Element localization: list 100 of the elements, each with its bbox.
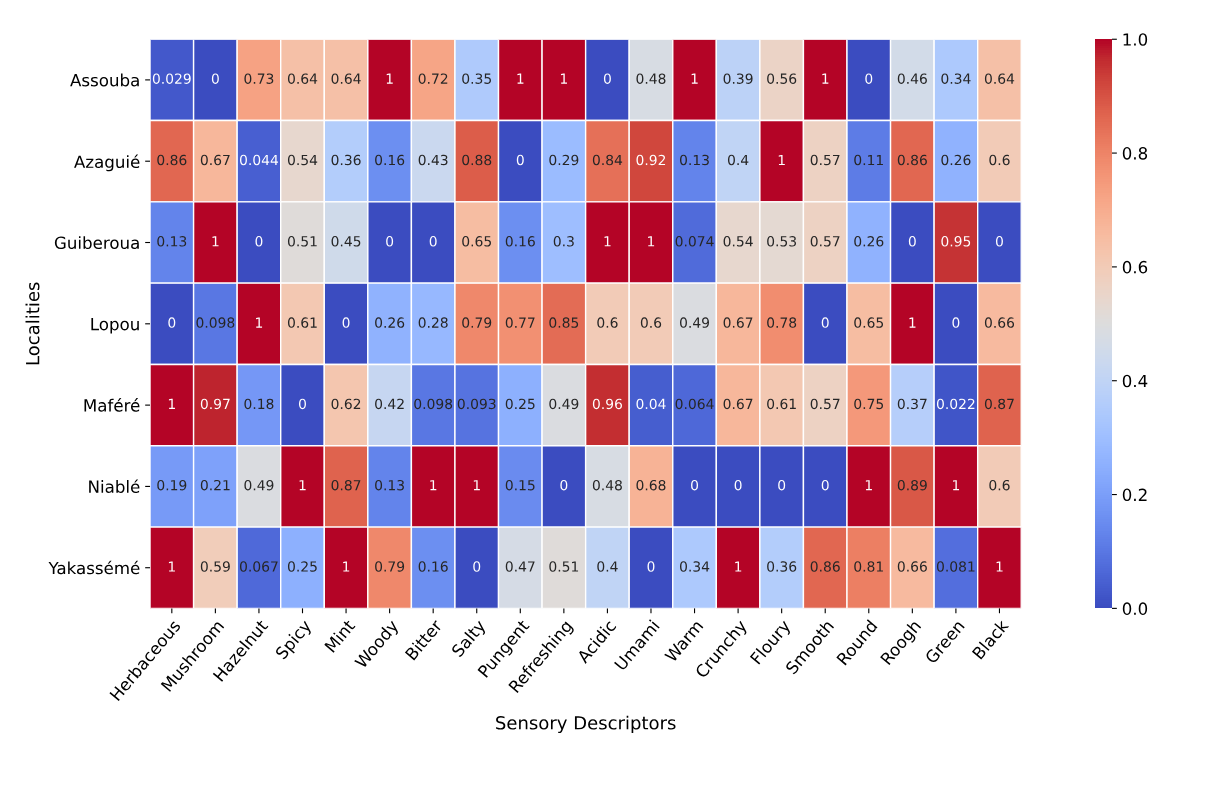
data-label: 1 — [430, 480, 437, 491]
data-label: 0.6 — [597, 317, 618, 328]
y-tick-label: Guiberoua — [54, 236, 139, 250]
data-label: 1 — [343, 561, 350, 572]
data-label: 0.074 — [675, 236, 714, 247]
data-label: 0.36 — [767, 561, 797, 572]
data-label: 1 — [822, 73, 829, 84]
data-label: 0.26 — [854, 236, 884, 247]
data-label: 0.54 — [287, 154, 318, 166]
data-label: 0.13 — [679, 154, 709, 166]
data-label: 0 — [865, 73, 873, 84]
color-bar-label: 0.4 — [1122, 374, 1148, 388]
data-label: 0.25 — [287, 561, 317, 572]
data-label: 0.26 — [375, 317, 405, 328]
y-tick-label: Maféré — [84, 398, 140, 412]
data-label: 0.68 — [636, 479, 666, 491]
data-label: 0.65 — [462, 236, 491, 247]
data-label: 0.15 — [505, 479, 535, 491]
data-label: 0.4 — [597, 561, 618, 572]
data-label: 0.022 — [936, 398, 975, 410]
data-label: 0 — [255, 236, 263, 247]
data-label: 0.6 — [989, 154, 1010, 166]
data-label: 0.42 — [375, 398, 404, 410]
data-label: 0.64 — [331, 73, 361, 84]
data-label: 1 — [996, 561, 1003, 572]
data-label: 0.13 — [375, 479, 404, 491]
data-label: 0.093 — [457, 398, 496, 410]
y-axis-title: Localities — [25, 282, 40, 365]
data-label: 0.48 — [636, 73, 666, 84]
data-label: 0.65 — [854, 317, 884, 328]
data-label: 0.67 — [200, 154, 230, 166]
data-label: 0 — [473, 561, 481, 572]
data-label: 0.34 — [941, 73, 971, 84]
data-label: 0.45 — [331, 236, 361, 247]
data-label: 0 — [168, 317, 176, 328]
data-label: 0.029 — [152, 73, 191, 84]
data-label: 0.37 — [897, 398, 927, 410]
data-label: 1 — [517, 73, 524, 84]
data-label: 0.43 — [418, 154, 448, 166]
data-label: 0.62 — [331, 398, 361, 410]
data-label: 0 — [299, 398, 306, 410]
data-label: 0.48 — [592, 479, 622, 491]
data-label: 0.098 — [196, 317, 235, 328]
data-label: 0.59 — [200, 561, 230, 572]
data-label: 0.88 — [462, 154, 492, 166]
data-label: 0.3 — [553, 236, 574, 247]
data-label: 0.79 — [375, 561, 405, 572]
data-label: 0 — [952, 317, 960, 328]
data-label: 0.36 — [331, 154, 361, 166]
data-label: 0.064 — [675, 398, 714, 410]
data-label: 1 — [778, 154, 785, 166]
data-label: 0.04 — [636, 398, 666, 410]
data-label: 0.51 — [287, 236, 317, 247]
data-label: 0 — [778, 479, 786, 491]
y-tick-label: Yakassémé — [48, 560, 140, 575]
color-bar-label: 0.0 — [1122, 602, 1148, 615]
data-label: 1 — [648, 236, 655, 247]
data-label: 0.77 — [505, 317, 535, 328]
data-label: 0 — [908, 236, 916, 247]
data-label: 0.61 — [767, 398, 796, 410]
color-bar-label: 0.8 — [1122, 147, 1148, 160]
data-label: 0.57 — [810, 398, 840, 410]
data-label: 0.56 — [767, 73, 797, 84]
data-label: 0.067 — [239, 561, 278, 572]
data-label: 1 — [691, 73, 698, 84]
data-label: 0.72 — [418, 73, 448, 84]
data-label: 0.47 — [505, 561, 535, 572]
data-label: 0.81 — [854, 561, 883, 572]
data-label: 0 — [734, 479, 742, 491]
data-label: 0.34 — [679, 561, 710, 572]
data-label: 0 — [211, 73, 219, 84]
data-label: 0 — [691, 479, 699, 491]
data-label: 0.86 — [897, 154, 927, 166]
data-label: 0.64 — [984, 73, 1015, 84]
data-label: 0.57 — [810, 236, 840, 247]
data-label: 0.79 — [462, 317, 492, 328]
data-label: 0.67 — [723, 398, 753, 410]
data-label: 1 — [299, 480, 306, 491]
data-label: 0.29 — [549, 154, 579, 166]
data-label: 0.044 — [239, 154, 279, 166]
data-label: 1 — [560, 73, 567, 84]
y-tick-label: Lopou — [91, 317, 139, 334]
data-label: 0.67 — [723, 317, 753, 328]
data-label: 0.87 — [331, 479, 361, 491]
data-label: 0.61 — [287, 317, 317, 328]
data-label: 0.84 — [592, 154, 623, 166]
data-label: 0 — [603, 73, 611, 84]
data-label: 0.51 — [549, 561, 579, 572]
data-label: 0.21 — [200, 479, 230, 491]
color-bar-label: 0.6 — [1122, 260, 1148, 274]
data-label: 0.75 — [854, 398, 884, 410]
data-label: 0 — [821, 479, 829, 491]
data-label: 0.64 — [287, 73, 318, 84]
data-label: 0.26 — [941, 154, 971, 166]
data-label: 0.49 — [244, 479, 274, 491]
data-label: 0.86 — [810, 561, 840, 572]
data-label: 0.49 — [549, 398, 579, 410]
data-label: 0.4 — [727, 154, 749, 166]
data-label: 0.85 — [549, 317, 579, 328]
data-label: 0.11 — [854, 154, 883, 166]
